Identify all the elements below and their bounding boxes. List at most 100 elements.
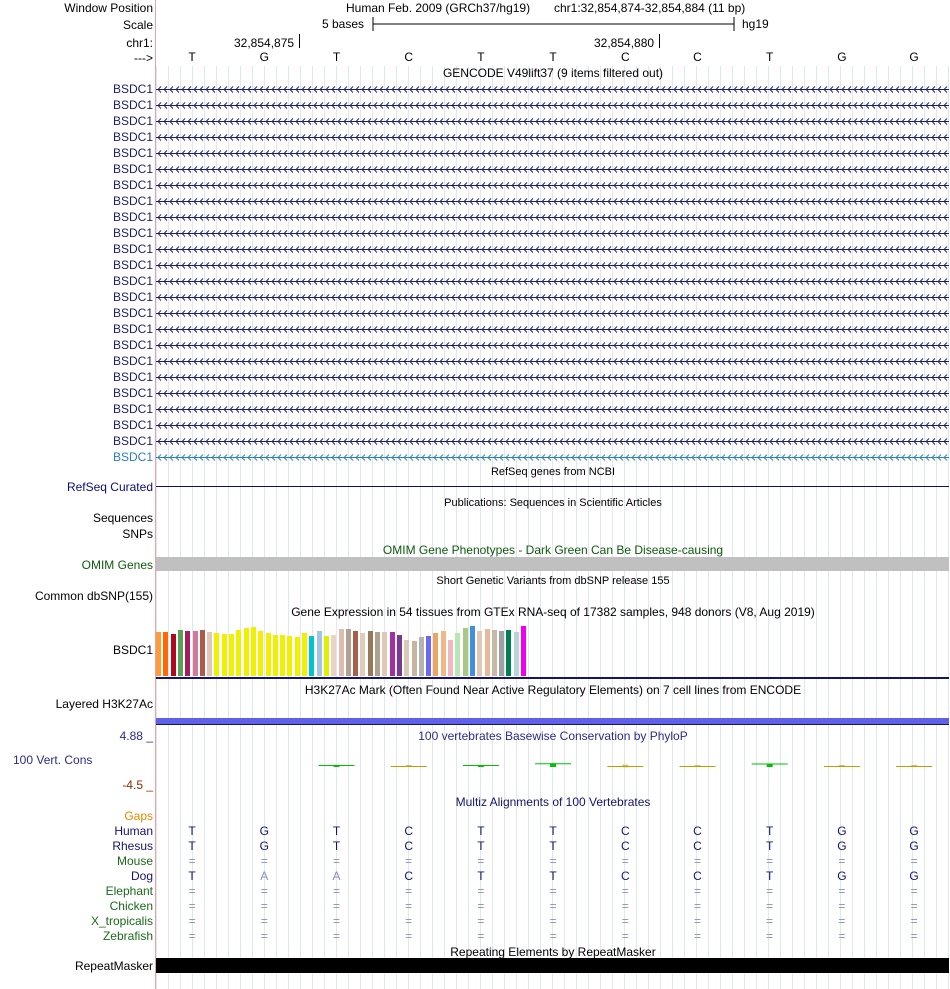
gtex-tissue-bar[interactable]	[491, 630, 497, 676]
gtex-tissue-bar[interactable]	[280, 635, 286, 676]
gencode-item-label[interactable]: BSDC1	[112, 450, 153, 464]
gtex-tissue-bar[interactable]	[353, 631, 359, 676]
gencode-item-label[interactable]: BSDC1	[112, 242, 153, 256]
gencode-item-label[interactable]: BSDC1	[112, 322, 153, 336]
gencode-transcript[interactable]	[156, 277, 949, 286]
gencode-item-label[interactable]: BSDC1	[112, 386, 153, 400]
gencode-item-label[interactable]: BSDC1	[112, 210, 153, 224]
omim-title[interactable]: OMIM Gene Phenotypes - Dark Green Can Be…	[382, 543, 724, 557]
gtex-tissue-bar[interactable]	[177, 630, 183, 676]
gencode-item-label[interactable]: BSDC1	[112, 402, 153, 416]
gencode-item-label[interactable]: BSDC1	[112, 146, 153, 160]
refseq-line[interactable]	[156, 486, 949, 487]
phylop-label[interactable]: 100 Vert. Cons	[13, 753, 93, 767]
gencode-transcript[interactable]	[156, 341, 949, 350]
gencode-item-label[interactable]: BSDC1	[112, 274, 153, 288]
gencode-item-label[interactable]: BSDC1	[112, 370, 153, 384]
gtex-tissue-bar[interactable]	[170, 634, 176, 676]
gencode-item-label[interactable]: BSDC1	[112, 114, 153, 128]
gtex-tissue-bar[interactable]	[345, 629, 351, 676]
gtex-tissue-bar[interactable]	[163, 632, 169, 676]
gencode-item-label[interactable]: BSDC1	[112, 338, 153, 352]
gencode-transcript[interactable]	[156, 245, 949, 254]
gtex-tissue-bar[interactable]	[243, 628, 249, 676]
refseq-title[interactable]: RefSeq genes from NCBI	[490, 466, 616, 478]
gtex-tissue-bar[interactable]	[418, 637, 424, 676]
gtex-tissue-bar[interactable]	[199, 630, 205, 676]
gencode-transcript[interactable]	[156, 357, 949, 366]
gencode-transcript[interactable]	[156, 133, 949, 142]
gencode-transcript[interactable]	[156, 149, 949, 158]
repeatmasker-label[interactable]: RepeatMasker	[74, 959, 153, 973]
gencode-transcript[interactable]	[156, 117, 949, 126]
gtex-tissue-bar[interactable]	[396, 635, 402, 676]
gtex-tissue-bar[interactable]	[294, 637, 300, 676]
gencode-transcript[interactable]	[156, 181, 949, 190]
gencode-transcript[interactable]	[156, 101, 949, 110]
gtex-tissue-bar[interactable]	[455, 633, 461, 676]
gtex-tissue-bar[interactable]	[375, 632, 380, 676]
h3k27ac-label[interactable]: Layered H3K27Ac	[55, 697, 153, 711]
gencode-item-label[interactable]: BSDC1	[112, 162, 153, 176]
gencode-item-label[interactable]: BSDC1	[112, 290, 153, 304]
gtex-tissue-bar[interactable]	[462, 628, 468, 676]
gtex-tissue-bar[interactable]	[513, 632, 519, 676]
omim-label[interactable]: OMIM Genes	[81, 558, 153, 572]
gtex-tissue-bar[interactable]	[207, 632, 213, 676]
gencode-transcript[interactable]	[156, 405, 949, 414]
gtex-tissue-bar[interactable]	[469, 626, 475, 676]
gtex-bar-chart[interactable]	[156, 620, 556, 676]
multiz-species-label[interactable]: Chicken	[109, 899, 153, 913]
gtex-tissue-bar[interactable]	[185, 631, 191, 676]
gencode-transcript[interactable]	[156, 197, 949, 206]
phylop-plot[interactable]	[156, 745, 950, 785]
gtex-tissue-bar[interactable]	[338, 629, 344, 676]
gtex-tissue-bar[interactable]	[236, 630, 242, 676]
gtex-tissue-bar[interactable]	[229, 634, 234, 676]
multiz-species-label[interactable]: Human	[114, 824, 153, 838]
gtex-tissue-bar[interactable]	[433, 633, 439, 676]
gtex-tissue-bar[interactable]	[499, 631, 505, 676]
gencode-item-label[interactable]: BSDC1	[112, 418, 153, 432]
gencode-item-label[interactable]: BSDC1	[112, 130, 153, 144]
gtex-tissue-bar[interactable]	[477, 631, 483, 676]
gencode-transcript[interactable]	[156, 437, 949, 446]
gtex-title[interactable]: Gene Expression in 54 tissues from GTEx …	[291, 605, 815, 619]
gtex-tissue-bar[interactable]	[250, 627, 256, 676]
gtex-tissue-bar[interactable]	[302, 633, 307, 676]
publications-snps-label[interactable]: SNPs	[122, 527, 153, 541]
gtex-tissue-bar[interactable]	[448, 640, 453, 676]
multiz-species-label[interactable]: Dog	[130, 869, 153, 883]
gencode-transcript[interactable]	[156, 421, 949, 430]
gtex-tissue-bar[interactable]	[214, 633, 220, 676]
gtex-tissue-bar[interactable]	[287, 636, 293, 676]
gtex-tissue-bar[interactable]	[440, 631, 446, 676]
gtex-tissue-bar[interactable]	[316, 631, 322, 676]
gencode-transcript[interactable]	[156, 293, 949, 302]
gencode-item-label[interactable]: BSDC1	[112, 306, 153, 320]
gencode-transcript[interactable]	[156, 373, 949, 382]
gtex-tissue-bar[interactable]	[221, 634, 227, 676]
gencode-transcript[interactable]	[156, 309, 949, 318]
publications-title[interactable]: Publications: Sequences in Scientific Ar…	[444, 497, 662, 509]
dbsnp-label[interactable]: Common dbSNP(155)	[34, 589, 153, 603]
gtex-tissue-bar[interactable]	[367, 631, 373, 676]
gtex-tissue-bar[interactable]	[331, 635, 337, 676]
gencode-transcript[interactable]	[156, 389, 949, 398]
gencode-transcript[interactable]	[156, 261, 949, 270]
multiz-species-label[interactable]: Mouse	[116, 854, 153, 868]
gtex-tissue-bar[interactable]	[382, 632, 388, 676]
phylop-title[interactable]: 100 vertebrates Basewise Conservation by…	[418, 729, 688, 743]
gencode-item-label[interactable]: BSDC1	[112, 354, 153, 368]
repeatmasker-bar[interactable]	[156, 958, 949, 973]
gtex-tissue-bar[interactable]	[506, 630, 512, 676]
gencode-item-label[interactable]: BSDC1	[112, 82, 153, 96]
gencode-transcript[interactable]	[156, 213, 949, 222]
gtex-tissue-bar[interactable]	[521, 626, 526, 676]
gtex-label[interactable]: BSDC1	[112, 643, 153, 657]
gtex-tissue-bar[interactable]	[484, 629, 490, 676]
gencode-item-label[interactable]: BSDC1	[112, 178, 153, 192]
h3k27ac-bar[interactable]	[156, 718, 949, 724]
omim-bar[interactable]	[156, 557, 949, 571]
